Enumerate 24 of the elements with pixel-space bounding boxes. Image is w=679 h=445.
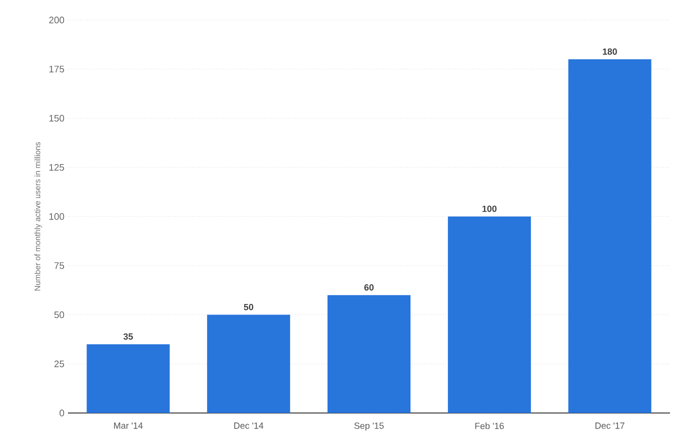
data-label: 180: [602, 48, 617, 55]
y-tick-label: 100: [49, 213, 64, 220]
y-tick-label: 25: [54, 360, 64, 368]
x-tick-label: Sep '15: [354, 422, 384, 431]
data-label: 100: [482, 206, 497, 212]
y-tick-label: 0: [60, 410, 64, 416]
bar: [86, 344, 170, 413]
data-label: 60: [364, 284, 374, 291]
y-tick-label: 75: [54, 262, 64, 269]
x-tick-label: Dec '17: [595, 422, 624, 429]
bar: [568, 59, 652, 413]
y-tick-label: 50: [54, 311, 64, 318]
bar: [207, 314, 290, 413]
bar: [328, 295, 411, 413]
data-label: 50: [244, 304, 254, 310]
data-label: 35: [123, 333, 133, 340]
y-tick-label: 175: [49, 66, 64, 72]
x-tick-label: Mar '14: [114, 422, 143, 429]
bar: [448, 216, 531, 413]
x-tick-label: Feb '16: [475, 422, 504, 430]
y-tick-label: 150: [49, 114, 64, 122]
y-tick-label: 125: [49, 164, 64, 171]
y-tick-label: 200: [49, 16, 64, 24]
x-tick-label: Dec '14: [234, 422, 264, 429]
